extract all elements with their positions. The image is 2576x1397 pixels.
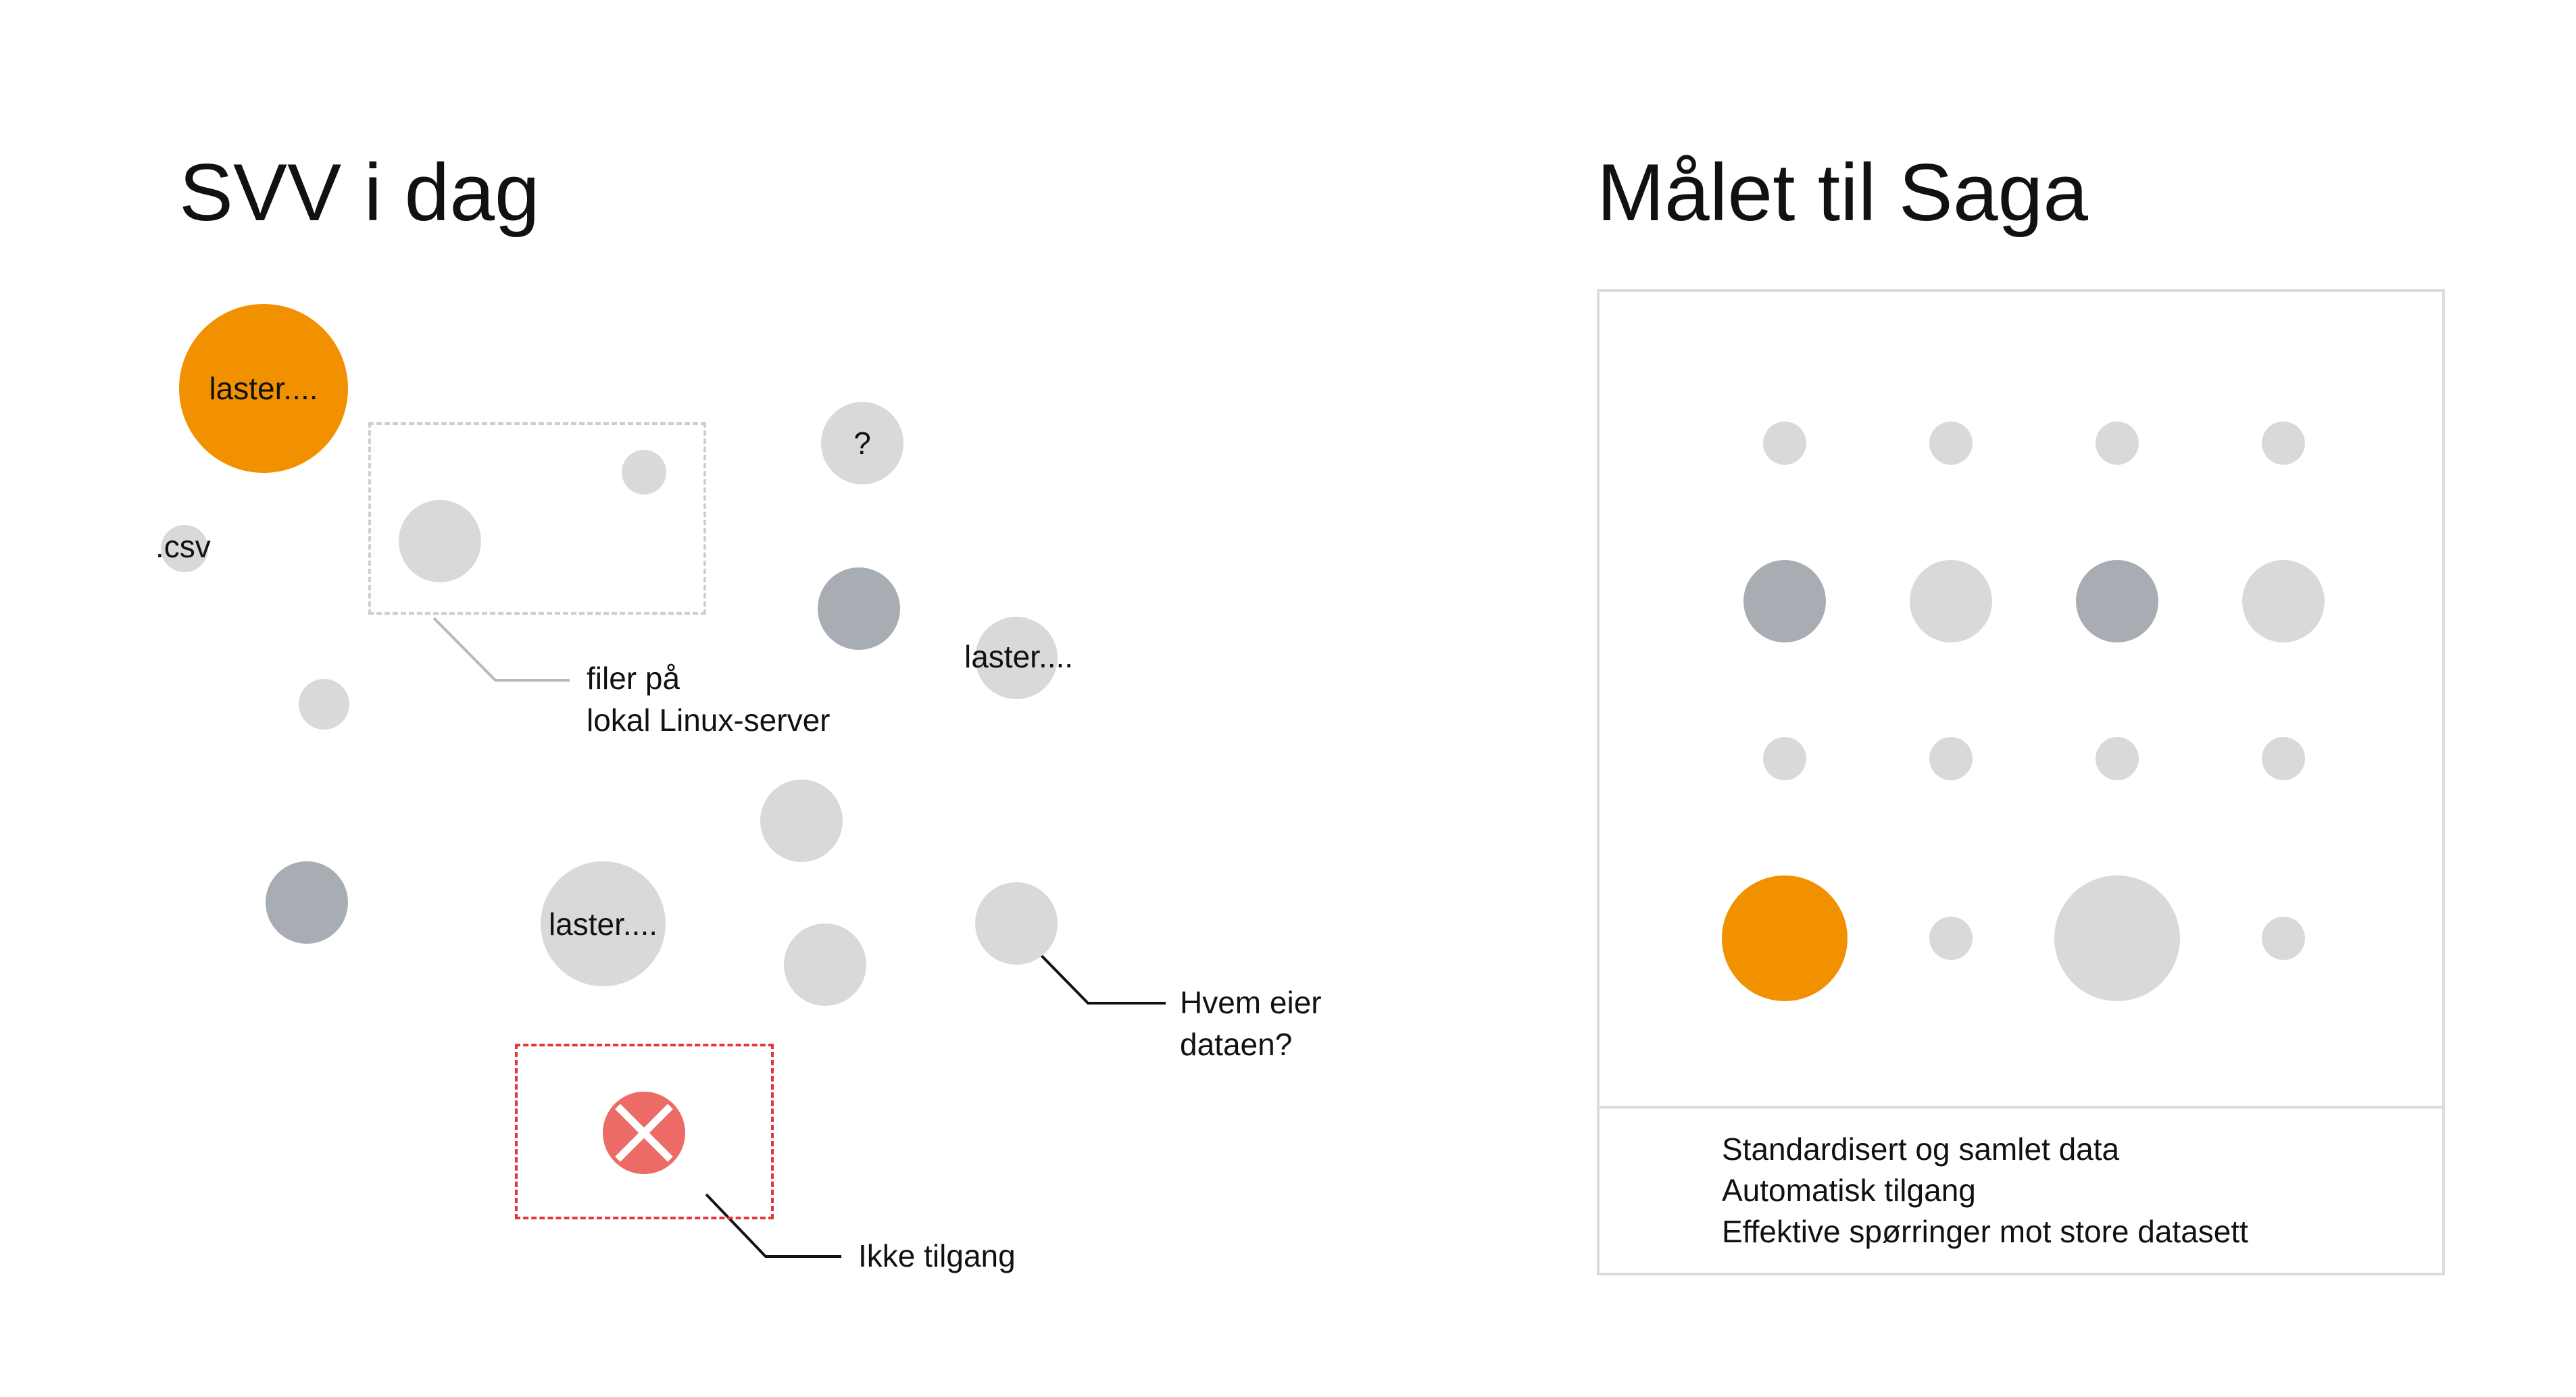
dark-dot-lower bbox=[266, 861, 348, 944]
linux-callout-line bbox=[432, 617, 570, 682]
grid-dot-r1c1 bbox=[1763, 422, 1806, 465]
lower-dot bbox=[784, 923, 866, 1006]
grid-dot-r3c3 bbox=[2096, 737, 2139, 780]
grid-dot-r1c3 bbox=[2096, 422, 2139, 465]
right-title: Målet til Saga bbox=[1597, 147, 2089, 238]
grid-dot-r2c2 bbox=[1910, 560, 1992, 642]
owner-dot bbox=[975, 882, 1058, 965]
mid-dot bbox=[760, 780, 843, 862]
linux-server-box bbox=[368, 422, 706, 615]
small-dot-left bbox=[299, 679, 349, 730]
grid-dot-r3c1 bbox=[1763, 737, 1806, 780]
linux-callout-line2: lokal Linux-server bbox=[587, 703, 831, 738]
grid-dot-r2c1 bbox=[1743, 560, 1826, 642]
loading-label: laster.... bbox=[209, 371, 318, 406]
loading-dot-right bbox=[975, 617, 1058, 699]
csv-label: .csv bbox=[155, 529, 211, 564]
grid-dot-r1c4 bbox=[2262, 422, 2305, 465]
left-title: SVV i dag bbox=[179, 147, 540, 238]
owner-callout-line bbox=[1029, 943, 1166, 1005]
question-mark: ? bbox=[853, 426, 871, 461]
benefit-item: Automatisk tilgang bbox=[1722, 1173, 1976, 1208]
no-access-label: Ikke tilgang bbox=[858, 1238, 1016, 1273]
grid-dot-r4c3 bbox=[2054, 875, 2180, 1001]
file-dot-large bbox=[399, 500, 481, 582]
grid-dot-r3c2 bbox=[1929, 737, 1973, 780]
no-access-icon bbox=[603, 1092, 685, 1174]
x-icon bbox=[615, 1104, 673, 1162]
linux-callout-line1: filer på bbox=[587, 661, 680, 696]
dark-dot-upper bbox=[818, 567, 900, 650]
owner-callout-line1: Hvem eier bbox=[1180, 985, 1322, 1020]
grid-dot-r4c1 bbox=[1722, 875, 1848, 1001]
loading-label-center: laster.... bbox=[548, 906, 658, 942]
file-dot-small bbox=[622, 450, 666, 494]
grid-dot-r4c4 bbox=[2262, 917, 2305, 960]
benefit-item: Standardisert og samlet data bbox=[1722, 1132, 2120, 1167]
benefit-item: Effektive spørringer mot store datasett bbox=[1722, 1214, 2248, 1249]
owner-callout-line2: dataen? bbox=[1180, 1027, 1293, 1062]
grid-dot-r1c2 bbox=[1929, 422, 1973, 465]
question-dot: ? bbox=[821, 402, 903, 484]
grid-dot-r2c4 bbox=[2242, 560, 2325, 642]
loading-label-right: laster.... bbox=[964, 639, 1074, 674]
saga-panel-divider bbox=[1597, 1106, 2445, 1109]
grid-dot-r3c4 bbox=[2262, 737, 2305, 780]
loading-dot-center: laster.... bbox=[541, 861, 666, 986]
saga-panel bbox=[1597, 289, 2445, 1275]
csv-dot bbox=[161, 525, 208, 572]
no-access-box bbox=[515, 1044, 774, 1219]
no-access-callout-line bbox=[705, 1193, 841, 1258]
grid-dot-r2c3 bbox=[2076, 560, 2158, 642]
grid-dot-r4c2 bbox=[1929, 917, 1973, 960]
loading-dot-orange: laster.... bbox=[179, 304, 348, 473]
